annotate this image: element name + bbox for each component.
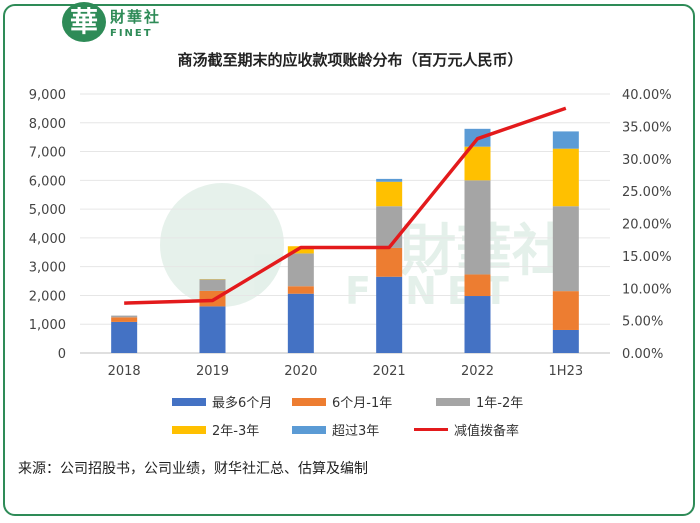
y-tick-label: 7,000 (29, 146, 66, 161)
y2-tick-label: 10.00% (622, 282, 672, 297)
bar-segment-1 (199, 306, 226, 353)
y-tick-label: 3,000 (29, 261, 66, 276)
bar-segment-3 (111, 315, 138, 318)
y2-tick-label: 25.00% (622, 185, 672, 200)
legend-swatch (172, 397, 206, 406)
x-tick-label: 2018 (108, 364, 141, 379)
bar-segment-5 (552, 131, 579, 149)
bar-segment-1 (464, 296, 491, 353)
bar-segment-2 (464, 274, 491, 297)
legend-item: 减值拨备率 (414, 420, 519, 439)
chart-frame (3, 4, 695, 516)
bar-segment-4 (287, 246, 314, 254)
bar-segment-2 (376, 247, 403, 277)
x-axis: 2018 2019 2020 2021 2022 1H23 (108, 364, 584, 379)
x-tick-label: 2020 (284, 364, 317, 379)
y2-tick-label: 30.00% (622, 153, 672, 168)
y2-tick-label: 35.00% (622, 120, 672, 135)
y-axis-left: 0 1,000 2,000 3,000 4,000 5,000 6,000 7,000 8,00… (29, 88, 66, 362)
legend-item: 1年-2年 (436, 392, 523, 411)
bar-segment-1 (376, 276, 403, 353)
bar-segment-4 (552, 148, 579, 207)
y-tick-label: 0 (58, 347, 66, 362)
brand-name-cn: 財華社 (110, 8, 162, 26)
bar-segment-3 (552, 206, 579, 292)
y-tick-label: 1,000 (29, 318, 66, 333)
watermark-text-en: FINET (345, 269, 519, 313)
x-tick-label: 2022 (461, 364, 494, 379)
legend-swatch (436, 397, 470, 406)
legend-label: 2年-3年 (212, 424, 260, 439)
legend-swatch (172, 425, 206, 434)
source-note: 来源：公司招股书，公司业绩，财华社汇总、估算及编制 (18, 461, 368, 477)
y-tick-label: 5,000 (29, 203, 66, 218)
bar-segment-5 (376, 178, 403, 182)
legend-line-swatch (414, 428, 448, 431)
finet-logo: 華 (62, 2, 106, 42)
legend-label: 最多6个月 (212, 396, 273, 411)
bars (111, 128, 579, 353)
impairment-rate-line (124, 106, 567, 305)
legend-label: 超过3年 (332, 424, 380, 439)
bar-segment-3 (464, 180, 491, 275)
bar-segment-4 (376, 181, 403, 207)
bar-segment-2 (111, 317, 138, 322)
bar-segment-3 (199, 279, 226, 291)
impairment-line (124, 106, 567, 305)
bar-segment-2 (287, 286, 314, 294)
bar-segment-1 (111, 321, 138, 353)
bar-segment-1 (552, 329, 579, 353)
x-tick-label: 2019 (196, 364, 229, 379)
legend-item: 最多6个月 (172, 392, 272, 411)
x-tick-label: 1H23 (549, 364, 584, 379)
brand-name-en: FINET (110, 28, 153, 39)
brand-text: 財華社 FINET (110, 6, 161, 39)
y-tick-label: 2,000 (29, 289, 66, 304)
y2-tick-label: 5.00% (622, 315, 663, 330)
legend-swatch (292, 425, 326, 434)
y2-tick-label: 20.00% (622, 218, 672, 233)
y-axis-right: 0.00% 5.00% 10.00% 15.00% 20.00% 25.00% 30.00%… (622, 88, 672, 362)
bar-segment-3 (376, 206, 403, 248)
legend-item: 2年-3年 (172, 420, 259, 439)
bar-segment-3 (287, 253, 314, 287)
legend-label: 减值拨备率 (454, 424, 520, 439)
y-tick-label: 4,000 (29, 232, 66, 247)
y2-tick-label: 0.00% (622, 347, 663, 362)
legend-label: 1年-2年 (476, 396, 524, 411)
y2-tick-label: 15.00% (622, 250, 672, 265)
bar-segment-4 (464, 146, 491, 181)
y-tick-label: 9,000 (29, 88, 66, 103)
legend-label: 6个月-1年 (332, 396, 393, 411)
y2-tick-label: 40.00% (622, 88, 672, 103)
y-tick-label: 6,000 (29, 174, 66, 189)
legend-swatch (292, 397, 326, 406)
legend-item: 6个月-1年 (292, 392, 392, 411)
chart-title: 商汤截至期末的应收款项账龄分布（百万元人民币） (177, 51, 523, 69)
legend-item: 超过3年 (292, 420, 379, 439)
bar-segment-2 (552, 291, 579, 330)
bar-segment-1 (287, 293, 314, 353)
y-tick-label: 8,000 (29, 117, 66, 132)
x-tick-label: 2021 (373, 364, 406, 379)
